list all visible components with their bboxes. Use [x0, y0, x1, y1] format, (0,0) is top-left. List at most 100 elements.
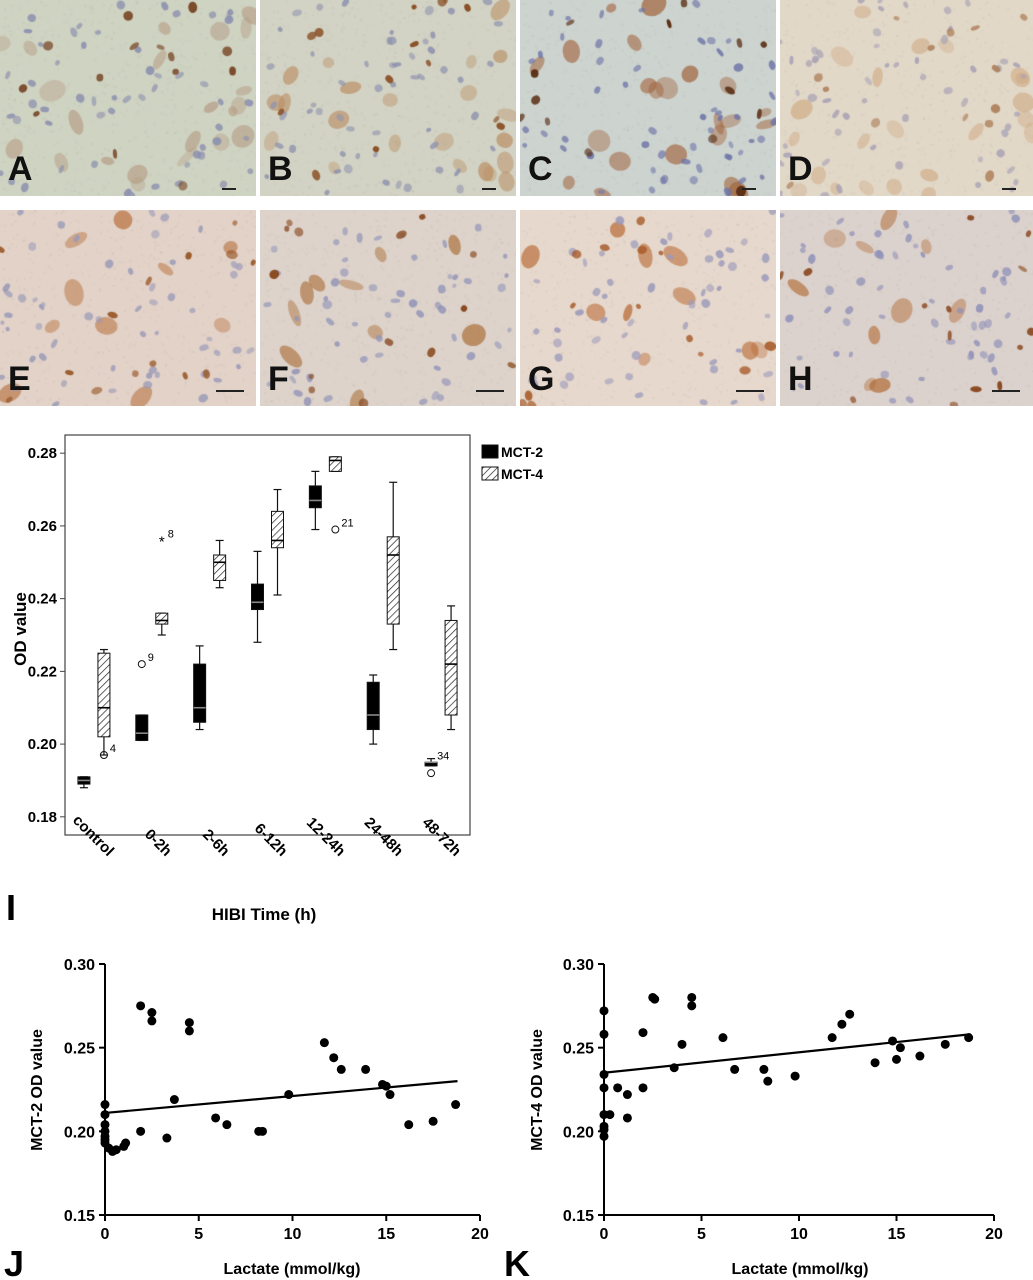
- panel-letter-k: K: [504, 1243, 530, 1280]
- panel-letter-e: E: [8, 360, 31, 398]
- y-axis-label: MCT-2 OD value: [29, 1029, 46, 1151]
- data-point: [622, 1090, 632, 1100]
- micrograph-g: G: [520, 210, 776, 406]
- data-point: [100, 1120, 110, 1130]
- x-tick-label: 6-12h: [251, 820, 291, 860]
- x-tick-label: 15: [377, 1226, 395, 1243]
- scatter-chart-mct2: 0.150.200.250.300 5 10 15 20 MCT-2 OD value …: [4, 957, 489, 1280]
- data-point: [404, 1120, 414, 1130]
- outlier-label: 9: [148, 652, 154, 664]
- extreme-marker: *: [159, 533, 165, 550]
- y-tick-label: 0.26: [28, 518, 57, 535]
- y-tick-label: 0.20: [64, 1124, 95, 1141]
- outlier-marker: [99, 751, 108, 759]
- data-point: [258, 1126, 267, 1136]
- legend-label-mct-4: MCT-4: [501, 466, 543, 482]
- box-mct-2-6-12h: [251, 583, 264, 611]
- data-point: [111, 1145, 121, 1155]
- y-tick-label: 0.22: [28, 663, 57, 680]
- data-point: [121, 1138, 131, 1148]
- y-tick-label: 0.18: [28, 809, 57, 826]
- scale-bar-g: [736, 390, 764, 392]
- data-point: [184, 1018, 194, 1028]
- y-tick-label: 0.15: [563, 1208, 594, 1225]
- box-plot-chart: 0.18 0.20 0.22 0.24 0.26 0.28 control 0-2h 2-6h 6…: [6, 434, 543, 928]
- data-point: [100, 1110, 110, 1120]
- panel-letter-f: F: [268, 360, 289, 398]
- scatter-chart-mct4: 0.150.200.250.300 5 10 15 20 MCT-4 OD value …: [504, 957, 1003, 1280]
- legend: MCT-2 MCT-4: [481, 444, 543, 482]
- micrograph-h: H: [780, 210, 1033, 406]
- data-point: [162, 1133, 172, 1143]
- x-tick-label: 15: [888, 1226, 906, 1243]
- data-point: [888, 1036, 898, 1046]
- scale-bar-c: [742, 188, 756, 190]
- plot-frame: [64, 434, 471, 836]
- y-tick-label: 0.30: [563, 957, 594, 974]
- box-mct-4-24-48h: [386, 536, 400, 625]
- x-tick-label: 5: [194, 1226, 203, 1243]
- data-point: [211, 1113, 221, 1123]
- micrograph-g-image: [520, 210, 776, 406]
- data-point: [329, 1053, 339, 1063]
- data-point: [605, 1110, 615, 1120]
- box-mct-2-24-48h: [366, 681, 380, 731]
- data-point: [837, 1019, 847, 1029]
- data-point: [687, 992, 697, 1002]
- x-tick-label: 10: [790, 1226, 808, 1243]
- x-tick-label: 20: [985, 1226, 1003, 1243]
- micrograph-b: B: [260, 0, 516, 196]
- micrograph-d-image: [780, 0, 1033, 196]
- x-axis-label: HIBI Time (h): [212, 905, 317, 924]
- data-point: [638, 1028, 648, 1038]
- micrograph-f: F: [260, 210, 516, 406]
- micrograph-b-image: [260, 0, 516, 196]
- box-mct-4-0-2h: [155, 612, 169, 625]
- panel-letter-j: J: [4, 1243, 24, 1280]
- data-point: [336, 1064, 346, 1074]
- scale-bar-f: [476, 390, 504, 392]
- box-mct-4-6-12h: [271, 510, 284, 549]
- data-point: [319, 1038, 329, 1048]
- y-tick-label: 0.25: [563, 1041, 594, 1058]
- y-axis-label: OD value: [11, 592, 30, 666]
- micrograph-c: C: [520, 0, 776, 196]
- data-point: [845, 1009, 855, 1019]
- legend-label-mct-2: MCT-2: [501, 444, 543, 460]
- data-point: [763, 1076, 773, 1086]
- data-point: [638, 1083, 648, 1093]
- data-point: [599, 1083, 609, 1093]
- data-point: [428, 1116, 438, 1126]
- data-point: [622, 1113, 632, 1123]
- outlier-label: 21: [341, 518, 353, 530]
- legend-swatch-mct-4: [481, 466, 499, 481]
- box-mct-4-12-24h: [328, 456, 342, 472]
- x-tick-label: 24-48h: [361, 814, 407, 860]
- data-point: [222, 1120, 232, 1130]
- scale-bar-b: [482, 188, 496, 190]
- box-mct-2-0-2h: [135, 714, 149, 741]
- scale-bar-h: [992, 390, 1020, 392]
- outlier-marker: [137, 660, 146, 669]
- data-point: [284, 1090, 294, 1100]
- micrograph-d: D: [780, 0, 1033, 196]
- outlier-label: 4: [110, 743, 116, 755]
- data-point: [147, 1016, 157, 1026]
- data-point: [669, 1063, 679, 1073]
- x-tick-label: control: [69, 812, 117, 860]
- x-tick-label: 0-2h: [141, 826, 175, 860]
- box-mct-2-12-24h: [308, 485, 322, 509]
- data-point: [184, 1026, 194, 1036]
- legend-swatch-mct-2: [481, 444, 499, 459]
- x-tick-label: 12-24h: [303, 814, 349, 860]
- micrograph-f-image: [260, 210, 516, 406]
- data-point: [730, 1064, 740, 1074]
- data-point: [870, 1058, 880, 1068]
- outlier-marker: [427, 769, 436, 778]
- micrograph-h-image: [780, 210, 1033, 406]
- data-point: [759, 1064, 769, 1074]
- data-point: [136, 1001, 146, 1011]
- panel-letter-b: B: [268, 150, 293, 188]
- data-point: [687, 1001, 697, 1011]
- data-point: [599, 1069, 609, 1079]
